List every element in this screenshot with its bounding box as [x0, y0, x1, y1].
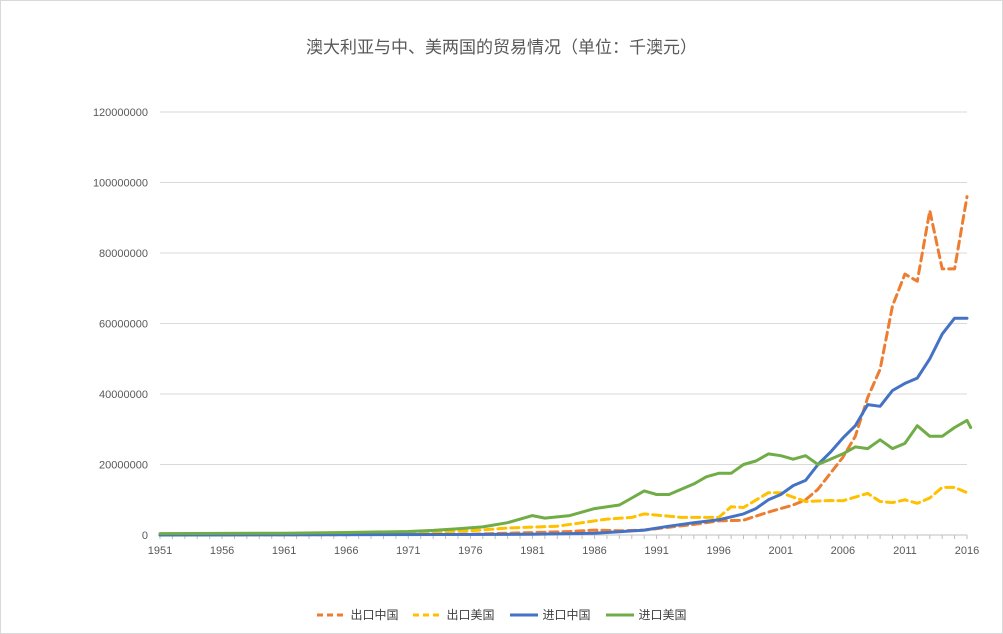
x-tick-label: 2011	[893, 545, 917, 557]
y-tick-label: 120000000	[93, 107, 148, 119]
x-tick-label: 1951	[148, 545, 172, 557]
legend-item-3: 进口中国	[509, 606, 591, 623]
x-tick-label: 1991	[644, 545, 668, 557]
series-line-3	[158, 316, 969, 537]
legend-item-4: 进口美国	[605, 606, 687, 623]
legend-label: 出口中国	[350, 608, 399, 622]
chart-title: 澳大利亚与中、美两国的贸易情况（单位：千澳元）	[306, 38, 697, 58]
legend-swatch	[413, 613, 442, 616]
x-tick-label: 1971	[396, 545, 420, 557]
x-tick-label: 2001	[769, 545, 793, 557]
x-tick-label: 1956	[210, 545, 234, 557]
legend-item-2: 出口美国	[412, 606, 495, 623]
y-tick-label: 80000000	[99, 248, 148, 260]
legend-label: 出口美国	[446, 608, 495, 622]
x-tick-label: 1961	[272, 545, 296, 557]
x-tick-label: 1996	[706, 545, 730, 557]
x-tick-label: 2006	[831, 545, 855, 557]
x-tick-label: 2016	[955, 545, 979, 557]
x-tick-label: 1976	[458, 545, 482, 557]
chart-legend: 出口中国 出口美国 进口中国 进口美国	[0, 606, 1003, 623]
legend-swatch	[605, 613, 634, 616]
x-tick-label: 1966	[334, 545, 358, 557]
legend-swatch	[509, 613, 538, 616]
y-tick-label: 40000000	[99, 389, 148, 401]
x-tick-label: 1986	[582, 545, 606, 557]
legend-label: 进口中国	[542, 608, 591, 622]
y-tick-label: 20000000	[99, 460, 148, 472]
legend-item-1: 出口中国	[316, 606, 398, 623]
series-line-1	[158, 195, 969, 537]
legend-swatch	[317, 613, 346, 616]
series-line-2	[158, 485, 969, 536]
y-tick-label: 60000000	[99, 319, 148, 331]
legend-label: 进口美国	[638, 608, 687, 622]
x-tick-label: 1981	[520, 545, 544, 557]
series-line-4	[158, 418, 973, 536]
y-tick-label: 100000000	[93, 178, 148, 190]
y-tick-label: 0	[142, 530, 148, 542]
